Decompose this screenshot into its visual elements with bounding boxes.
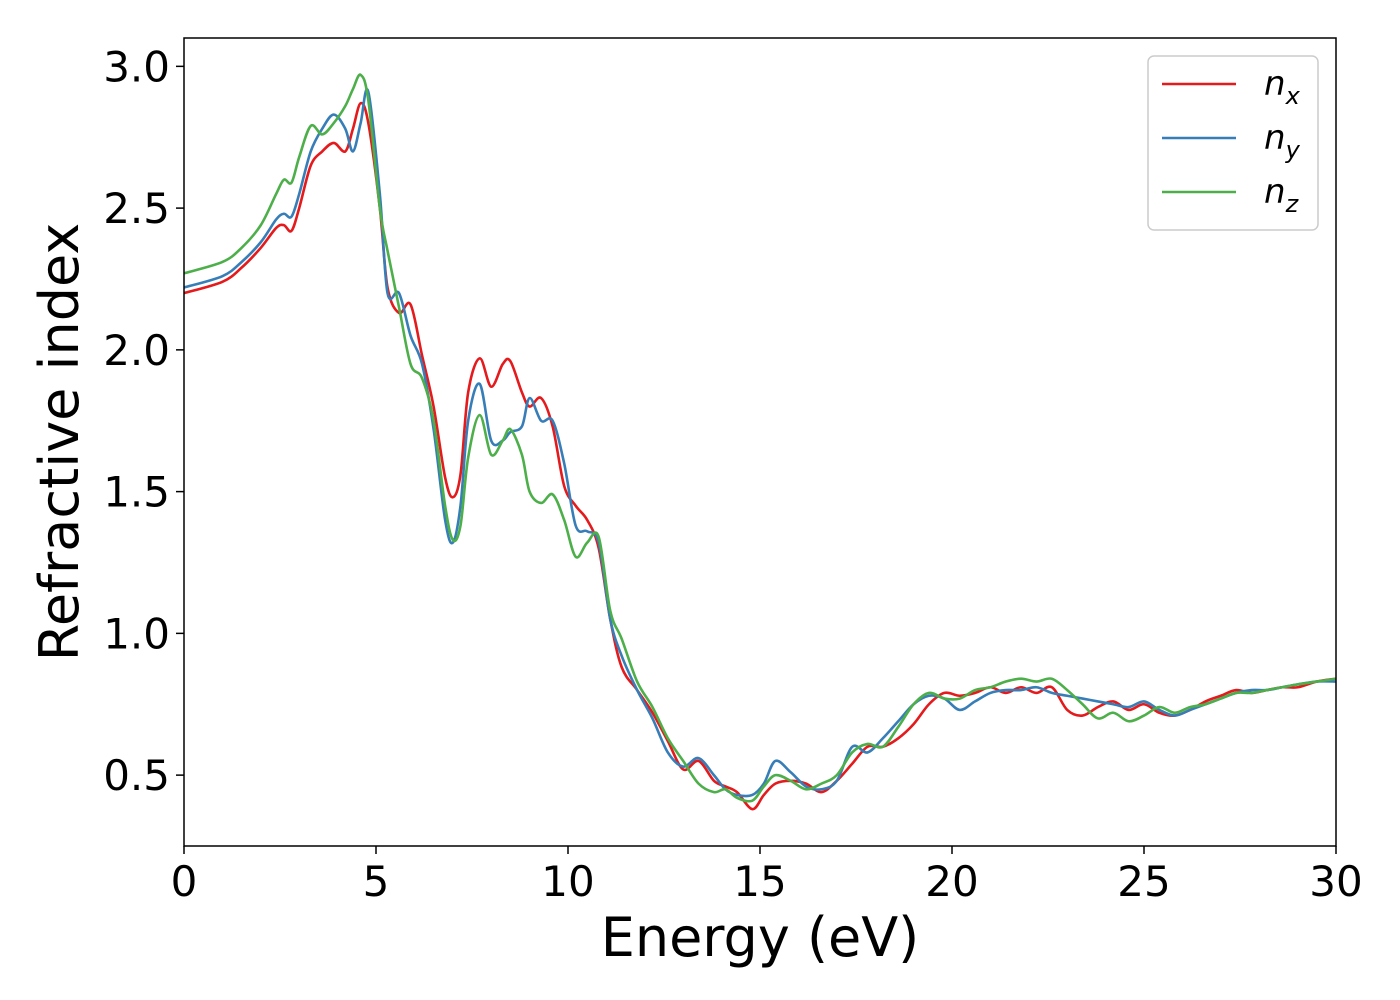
- x-axis-ticks: 0 5 10 15 20 25 30: [171, 846, 1363, 906]
- y-tick-label: 3.0: [103, 42, 170, 91]
- series-line-ny: [184, 88, 1336, 798]
- legend-box: [1147, 55, 1319, 231]
- series-line-nx: [184, 101, 1336, 811]
- y-axis-label: Refractive index: [28, 223, 91, 662]
- x-tick-label: 20: [925, 857, 978, 906]
- series-line-nz: [184, 73, 1336, 803]
- x-tick-label: 10: [541, 857, 594, 906]
- y-tick-label: 1.0: [103, 609, 170, 658]
- y-tick-label: 2.0: [103, 326, 170, 375]
- y-tick-label: 2.5: [103, 184, 170, 233]
- plot-area: [184, 73, 1336, 811]
- y-tick-label: 1.5: [103, 468, 170, 517]
- x-tick-label: 25: [1117, 857, 1170, 906]
- x-tick-label: 5: [363, 857, 390, 906]
- x-axis-label: Energy (eV): [601, 906, 920, 969]
- y-tick-label: 0.5: [103, 751, 170, 800]
- x-tick-label: 0: [171, 857, 198, 906]
- x-tick-label: 30: [1309, 857, 1362, 906]
- x-tick-label: 15: [733, 857, 786, 906]
- y-axis-ticks: 0.5 1.0 1.5 2.0 2.5 3.0: [103, 42, 184, 800]
